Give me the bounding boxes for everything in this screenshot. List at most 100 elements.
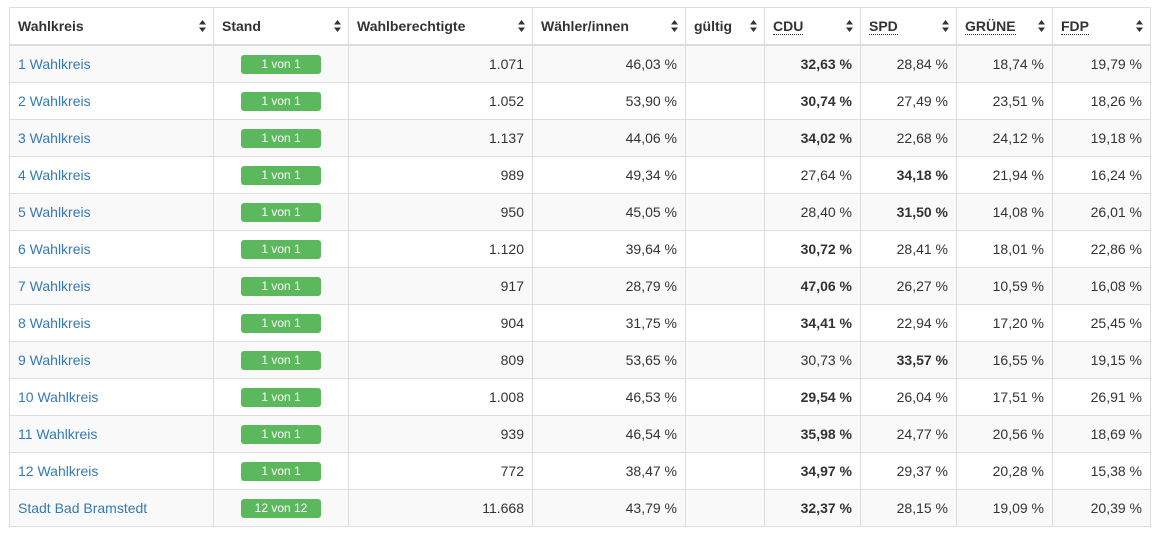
district-link[interactable]: 9 Wahlkreis [18,352,91,368]
district-link[interactable]: 1 Wahlkreis [18,56,91,72]
cell-waehler: 43,79 % [532,489,686,527]
cell-gruene: 17,51 % [956,378,1053,416]
column-header-wahlkreis[interactable]: Wahlkreis [9,7,214,46]
sort-up-down-icon[interactable] [671,20,678,32]
status-badge: 1 von 1 [241,165,321,185]
cell-waehler: 44,06 % [532,119,686,157]
cell-wahlberechtigte: 1.071 [348,44,533,83]
cell-cdu: 30,72 % [764,230,861,268]
table-row: 2 Wahlkreis 1 von 1 1.052 53,90 % 30,74 % 27,… [9,82,1151,120]
cell-wahlberechtigte: 1.052 [348,82,533,120]
district-link[interactable]: 6 Wahlkreis [18,241,91,257]
district-link[interactable]: 3 Wahlkreis [18,130,91,146]
cell-wahlberechtigte: 1.137 [348,119,533,157]
cell-cdu: 47,06 % [764,267,861,305]
column-header-fdp[interactable]: FDP [1052,7,1151,46]
cell-fdp: 15,38 % [1052,452,1151,490]
cell-wahlberechtigte: 904 [348,304,533,342]
cell-fdp: 16,08 % [1052,267,1151,305]
column-header-wahlberechtigte[interactable]: Wahlberechtigte [348,7,533,46]
cell-stand: 1 von 1 [213,156,349,194]
cell-fdp: 18,69 % [1052,415,1151,453]
table-row: 4 Wahlkreis 1 von 1 989 49,34 % 27,64 % 34,18… [9,156,1151,194]
column-header-cdu[interactable]: CDU [764,7,861,46]
sort-up-down-icon[interactable] [1136,20,1143,32]
column-header-waehler[interactable]: Wähler/innen [532,7,686,46]
district-link[interactable]: 8 Wahlkreis [18,315,91,331]
column-header-label: GRÜNE [965,18,1016,35]
cell-waehler: 39,64 % [532,230,686,268]
header-row: Wahlkreis Stand Wahlberechtigte Wähler/inne… [9,7,1151,46]
sort-up-down-icon[interactable] [334,20,341,32]
cell-wahlkreis: 10 Wahlkreis [9,378,214,416]
cell-wahlkreis: 1 Wahlkreis [9,44,214,83]
cell-wahlkreis: 11 Wahlkreis [9,415,214,453]
sort-up-down-icon[interactable] [942,20,949,32]
table-header: Wahlkreis Stand Wahlberechtigte Wähler/inne… [9,7,1151,46]
district-link[interactable]: Stadt Bad Bramstedt [18,500,148,516]
sort-up-down-icon[interactable] [199,20,206,32]
status-badge: 1 von 1 [241,350,321,370]
column-header-stand[interactable]: Stand [213,7,349,46]
cell-cdu: 29,54 % [764,378,861,416]
column-header-label: Wahlberechtigte [357,18,466,34]
table-row: Stadt Bad Bramstedt 12 von 12 11.668 43,79 … [9,489,1151,527]
column-header-gruene[interactable]: GRÜNE [956,7,1053,46]
cell-cdu: 30,74 % [764,82,861,120]
cell-waehler: 46,54 % [532,415,686,453]
sort-up-down-icon[interactable] [1038,20,1045,32]
cell-wahlkreis: 9 Wahlkreis [9,341,214,379]
cell-gruene: 21,94 % [956,156,1053,194]
column-header-spd[interactable]: SPD [860,7,957,46]
status-badge: 1 von 1 [241,387,321,407]
district-link[interactable]: 5 Wahlkreis [18,204,91,220]
cell-gruene: 19,09 % [956,489,1053,527]
status-badge: 1 von 1 [241,54,321,74]
cell-wahlberechtigte: 917 [348,267,533,305]
district-link[interactable]: 10 Wahlkreis [18,389,99,405]
cell-cdu: 32,63 % [764,44,861,83]
table-row: 10 Wahlkreis 1 von 1 1.008 46,53 % 29,54 % 26… [9,378,1151,416]
cell-wahlkreis: 2 Wahlkreis [9,82,214,120]
cell-stand: 1 von 1 [213,378,349,416]
cell-waehler: 31,75 % [532,304,686,342]
cell-gueltig [685,452,765,490]
district-link[interactable]: 11 Wahlkreis [18,426,98,442]
cell-wahlkreis: 3 Wahlkreis [9,119,214,157]
cell-gruene: 18,74 % [956,44,1053,83]
cell-stand: 1 von 1 [213,304,349,342]
status-badge: 1 von 1 [241,313,321,333]
cell-stand: 12 von 12 [213,489,349,527]
cell-gueltig [685,156,765,194]
cell-stand: 1 von 1 [213,119,349,157]
district-link[interactable]: 2 Wahlkreis [18,93,91,109]
district-link[interactable]: 4 Wahlkreis [18,167,91,183]
cell-waehler: 28,79 % [532,267,686,305]
column-header-label: Wähler/innen [541,18,629,34]
cell-cdu: 35,98 % [764,415,861,453]
district-link[interactable]: 7 Wahlkreis [18,278,91,294]
column-header-gueltig[interactable]: gültig [685,7,765,46]
cell-spd: 26,04 % [860,378,957,416]
sort-up-down-icon[interactable] [518,20,525,32]
table-row: 8 Wahlkreis 1 von 1 904 31,75 % 34,41 % 22,94… [9,304,1151,342]
cell-wahlkreis: 8 Wahlkreis [9,304,214,342]
cell-cdu: 27,64 % [764,156,861,194]
cell-fdp: 19,15 % [1052,341,1151,379]
table-row: 7 Wahlkreis 1 von 1 917 28,79 % 47,06 % 26,27… [9,267,1151,305]
cell-waehler: 46,53 % [532,378,686,416]
cell-spd: 28,41 % [860,230,957,268]
sort-up-down-icon[interactable] [846,20,853,32]
district-link[interactable]: 12 Wahlkreis [18,463,99,479]
cell-cdu: 34,41 % [764,304,861,342]
status-badge: 1 von 1 [241,424,321,444]
election-results-table: Wahlkreis Stand Wahlberechtigte Wähler/inne… [9,7,1151,527]
cell-waehler: 53,90 % [532,82,686,120]
cell-wahlberechtigte: 989 [348,156,533,194]
cell-cdu: 32,37 % [764,489,861,527]
cell-wahlberechtigte: 950 [348,193,533,231]
sort-up-down-icon[interactable] [750,20,757,32]
table-body: 1 Wahlkreis 1 von 1 1.071 46,03 % 32,63 % 28,… [9,44,1151,527]
cell-gueltig [685,378,765,416]
cell-fdp: 18,26 % [1052,82,1151,120]
